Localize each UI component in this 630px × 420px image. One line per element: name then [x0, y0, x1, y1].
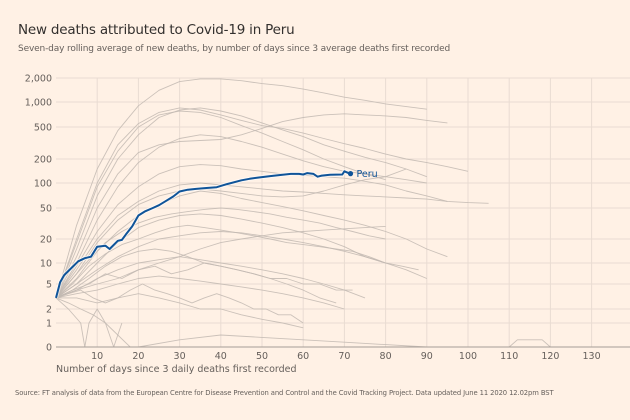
other-country-line [55, 168, 407, 299]
other-country-line [55, 78, 427, 299]
x-tick-label: 30 [174, 351, 186, 362]
y-tick-label: 2 [46, 305, 52, 316]
other-country-line [138, 334, 468, 348]
x-tick-label: 20 [132, 351, 144, 362]
other-country-line [55, 182, 489, 299]
other-country-line [55, 297, 123, 348]
y-tick-label: 2,000 [25, 74, 52, 85]
other-country-line [55, 190, 448, 299]
y-tick-label: 5 [46, 280, 52, 291]
other-country-line [55, 224, 419, 299]
other-country-line [55, 275, 345, 310]
other-countries-lines [55, 78, 551, 348]
y-tick-label: 200 [34, 155, 52, 166]
y-tick-label: 50 [40, 204, 52, 215]
other-country-line [55, 231, 427, 299]
other-country-line [55, 110, 386, 299]
x-tick-label: 100 [459, 351, 477, 362]
x-tick-label: 10 [91, 351, 103, 362]
y-tick-label: 1 [46, 319, 52, 330]
other-country-line [55, 297, 180, 348]
other-country-line [55, 248, 337, 304]
y-tick-label: 500 [34, 123, 52, 134]
x-tick-label: 130 [583, 351, 601, 362]
other-country-line [55, 207, 386, 299]
x-axis-label: Number of days since 3 daily deaths firs… [56, 364, 297, 375]
peru-series: Peru [54, 169, 378, 299]
y-tick-label: 10 [40, 259, 52, 270]
other-country-line [56, 293, 304, 329]
x-tick-label: 60 [297, 351, 309, 362]
x-tick-label: 90 [421, 351, 433, 362]
x-tick-label: 50 [256, 351, 268, 362]
other-country-line [55, 113, 448, 299]
other-country-line [55, 134, 427, 299]
x-tick-label: 110 [500, 351, 518, 362]
chart-title: New deaths attributed to Covid-19 in Per… [18, 22, 295, 38]
x-tick-label: 120 [541, 351, 559, 362]
chart-subtitle: Seven-day rolling average of new deaths,… [18, 44, 451, 54]
other-country-line [508, 339, 551, 348]
peru-endpoint-dot [347, 171, 354, 177]
y-tick-label: 100 [34, 179, 52, 190]
x-tick-label: 70 [338, 351, 350, 362]
other-country-line [55, 107, 427, 299]
axes: 0 1 2 5 10 20 50 100 200 500 1,000 2,000 10 20 30 40 50 6… [25, 74, 630, 375]
x-tick-label: 40 [215, 351, 227, 362]
peru-line [55, 170, 349, 299]
other-country-line [55, 283, 304, 324]
source-note: Source: FT analysis of data from the Eur… [15, 389, 554, 397]
other-country-line [55, 107, 469, 299]
other-country-line [55, 225, 386, 299]
y-tick-label: 20 [40, 235, 52, 246]
y-tick-label: 0 [46, 343, 52, 354]
other-country-line [55, 164, 448, 299]
y-tick-label: 1,000 [25, 98, 52, 109]
peru-label: Peru [357, 169, 378, 180]
x-tick-label: 80 [380, 351, 392, 362]
